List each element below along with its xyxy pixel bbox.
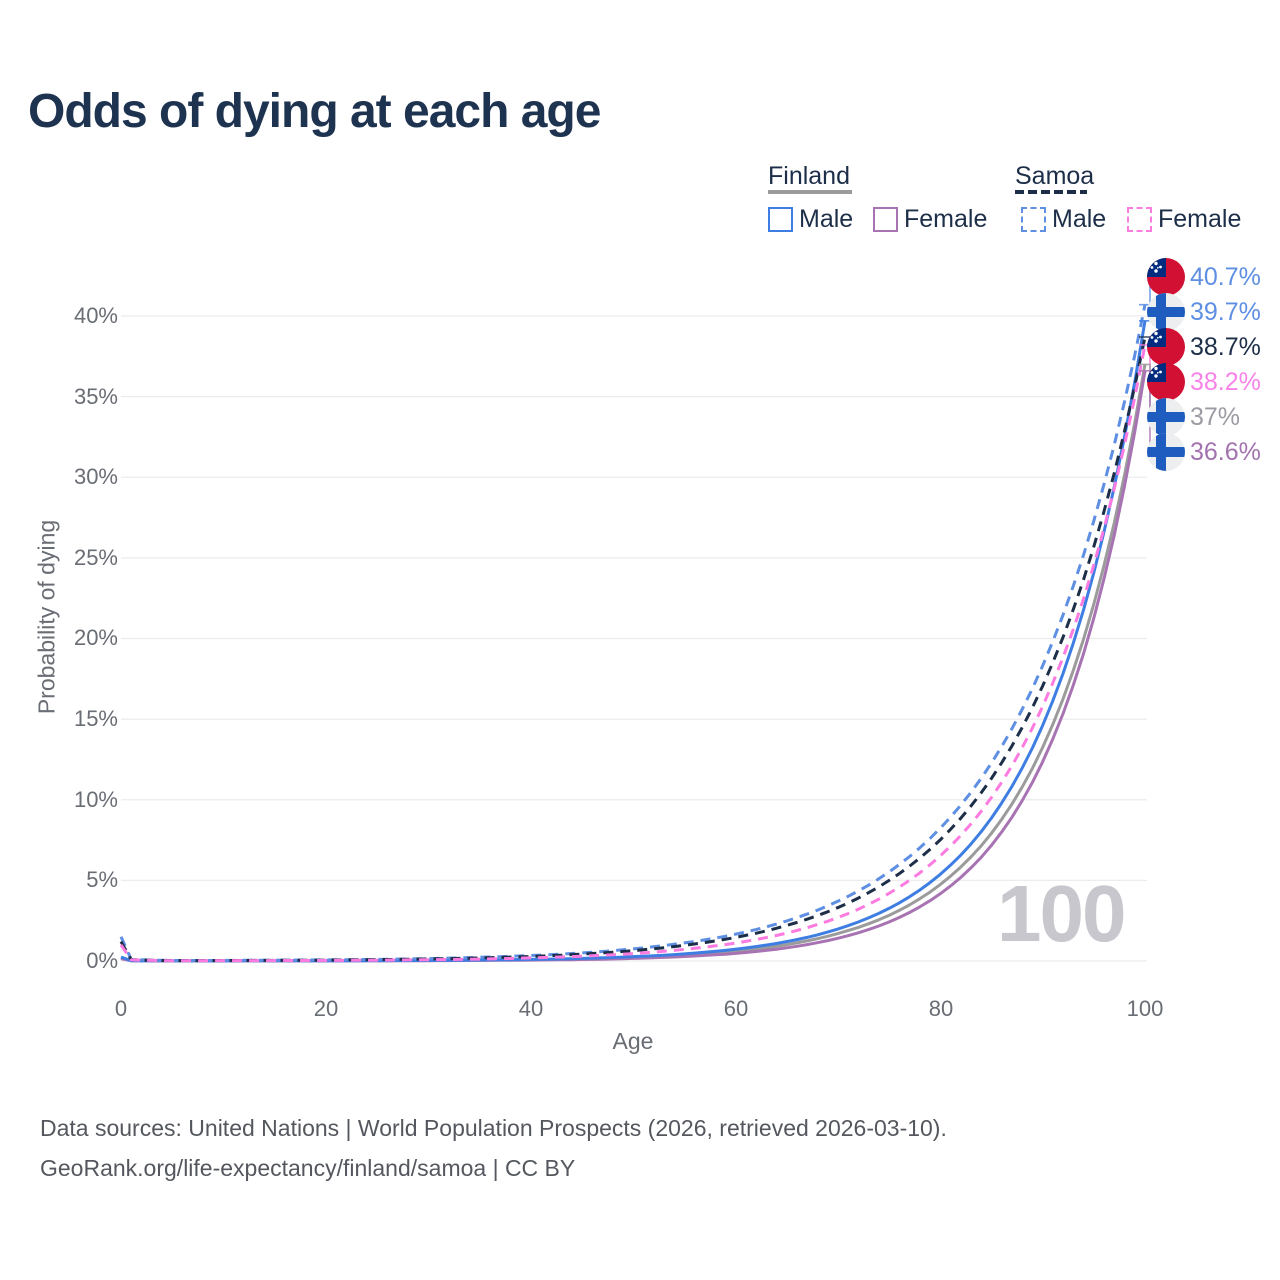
x-tick: 0 — [114, 996, 128, 1021]
y-tick: 40% — [73, 303, 118, 328]
x-tick: 60 — [723, 996, 749, 1021]
x-tick: 40 — [518, 996, 544, 1021]
y-tick: 15% — [73, 706, 118, 731]
curve-finland-male — [120, 320, 1147, 963]
legend-label: Female — [1158, 205, 1242, 233]
curve-samoa-male — [119, 304, 1147, 962]
samoa-flag-icon — [1147, 258, 1185, 296]
y-tick: 5% — [86, 867, 118, 892]
curve-samoa-female — [119, 344, 1147, 963]
x-tick: 100 — [1126, 996, 1164, 1021]
curve-samoa — [119, 336, 1147, 963]
y-tick: 25% — [73, 545, 118, 570]
legend-item-samoa-male[interactable]: Male — [1021, 205, 1106, 234]
finland-line-sample — [768, 190, 852, 194]
legend-group-finland: Finland — [768, 162, 850, 190]
legend-item-samoa-female[interactable]: Female — [1127, 205, 1241, 234]
finland-flag-icon — [1147, 398, 1185, 436]
samoa-female-swatch-icon — [1127, 207, 1152, 232]
samoa-flag-icon — [1147, 363, 1185, 401]
x-axis-title: Age — [612, 1028, 654, 1054]
data-sources-note: Data sources: United Nations | World Pop… — [40, 1108, 947, 1188]
data-sources-line1: Data sources: United Nations | World Pop… — [40, 1115, 947, 1141]
age-watermark: 100 — [997, 869, 1126, 958]
end-label-finland-both: 37% — [1147, 398, 1240, 436]
y-tick: 0% — [86, 948, 118, 973]
end-label-samoa-both: 38.7% — [1147, 328, 1261, 366]
y-tick: 30% — [73, 464, 118, 489]
legend-label: Female — [904, 205, 988, 233]
end-value: 39.7% — [1190, 297, 1261, 326]
samoa-male-swatch-icon — [1021, 207, 1046, 232]
samoa-line-sample — [1015, 190, 1087, 194]
samoa-flag-icon — [1147, 328, 1185, 366]
y-axis-title: Probability of dying — [33, 519, 60, 715]
legend-item-finland-female[interactable]: Female — [873, 205, 987, 234]
end-value: 38.2% — [1190, 367, 1261, 396]
x-tick: 80 — [928, 996, 954, 1021]
x-tick: 20 — [313, 996, 339, 1021]
end-label-samoa-male: 40.7% — [1147, 258, 1261, 296]
finland-female-swatch-icon — [873, 207, 898, 232]
curve-finland-female — [120, 370, 1147, 963]
legend-item-finland-male[interactable]: Male — [768, 205, 853, 234]
y-tick: 20% — [73, 625, 118, 650]
page-title: Odds of dying at each age — [28, 85, 601, 138]
end-value: 36.6% — [1190, 437, 1261, 466]
finland-flag-icon — [1147, 433, 1185, 471]
finland-male-swatch-icon — [768, 207, 793, 232]
end-value: 37% — [1190, 402, 1241, 431]
finland-flag-icon — [1147, 293, 1185, 331]
end-label-finland-female: 36.6% — [1147, 433, 1261, 471]
y-tick: 10% — [73, 787, 118, 812]
attribution-line2: GeoRank.org/life-expectancy/finland/samo… — [40, 1155, 576, 1181]
end-value: 40.7% — [1190, 262, 1261, 291]
y-tick: 35% — [73, 384, 118, 409]
end-label-samoa-female: 38.2% — [1147, 363, 1261, 401]
curve-finland — [120, 364, 1147, 963]
legend-label: Male — [1052, 205, 1107, 233]
end-value: 38.7% — [1190, 332, 1261, 361]
legend-label: Male — [799, 205, 854, 233]
end-label-finland-male: 39.7% — [1147, 293, 1261, 331]
legend-group-samoa: Samoa — [1015, 162, 1095, 190]
